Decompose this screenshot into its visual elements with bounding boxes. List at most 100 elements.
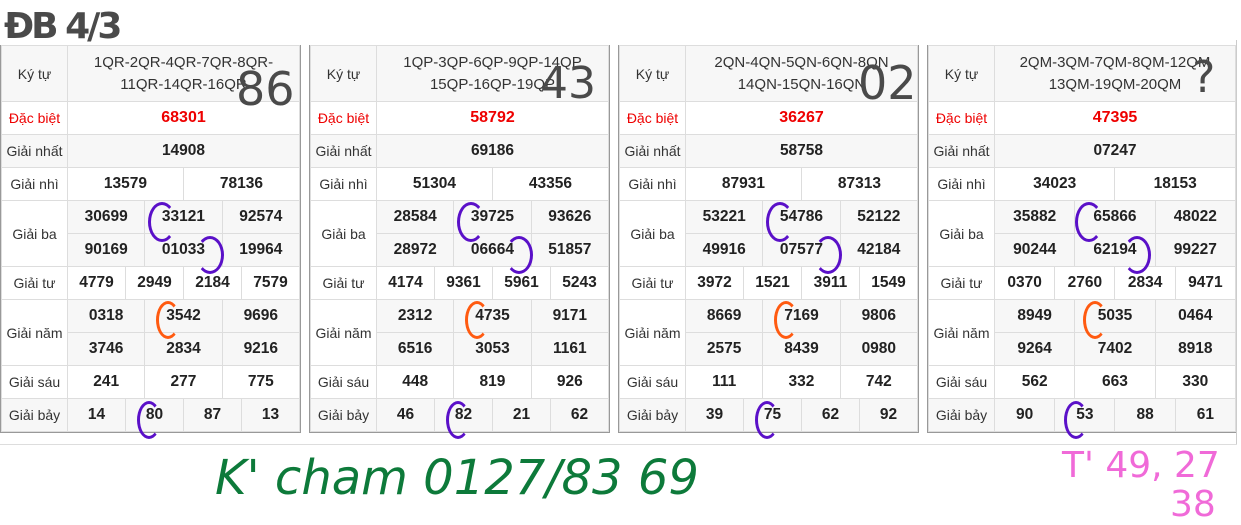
seventh-prize: 14 — [67, 398, 126, 432]
ky-tu-line: 13QM-19QM-20QM — [1048, 75, 1182, 93]
label-ky-tu: Ký tự — [1, 45, 68, 102]
ky-tu-line: 2QN-4QN-5QN-6QN-8QN — [714, 53, 889, 71]
fourth-prize: 7579 — [240, 266, 301, 300]
third-prize: 06664 — [453, 233, 532, 267]
first-prize: 07247 — [994, 134, 1236, 168]
third-prize: 52122 — [839, 200, 919, 234]
label-giai-sau: Giải sáu — [310, 365, 377, 399]
sixth-prize: 241 — [66, 365, 146, 399]
fifth-prize: 6516 — [375, 332, 455, 366]
sixth-prize: 562 — [993, 365, 1076, 399]
ky-tu-line: 11QR-14QR-16QR — [120, 75, 247, 93]
result-panel: Ký tự 1QR-2QR-4QR-7QR-8QR- 11QR-14QR-16QR Đ… — [0, 45, 301, 433]
fifth-prize: 5035 — [1074, 299, 1156, 333]
fourth-prize: 5243 — [549, 266, 610, 300]
fourth-prize: 3911 — [800, 266, 860, 300]
third-prize: 90169 — [66, 233, 146, 267]
divider — [1236, 40, 1237, 445]
label-giai-ba: Giải ba — [619, 200, 686, 267]
second-prize: 43356 — [491, 167, 610, 201]
annotation-bottom-right-2: 38 — [1170, 484, 1216, 525]
second-prize: 18153 — [1114, 167, 1236, 201]
label-dac-biet: Đặc biệt — [928, 101, 995, 135]
label-giai-tu: Giải tư — [928, 266, 995, 300]
fourth-prize: 9471 — [1174, 266, 1237, 300]
second-prize: 87931 — [685, 167, 802, 201]
second-prize: 87313 — [800, 167, 919, 201]
third-prize: 19964 — [221, 233, 301, 267]
second-prize: 13579 — [67, 167, 184, 201]
fifth-prize: 9806 — [839, 299, 919, 333]
label-giai-nhat: Giải nhất — [928, 134, 995, 168]
third-prize: 51857 — [530, 233, 610, 267]
sixth-prize: 111 — [684, 365, 764, 399]
sixth-prize: 742 — [839, 365, 919, 399]
third-prize: 35882 — [993, 200, 1076, 234]
annotation-bottom-left: K' cham 0127/83 69 — [215, 450, 699, 506]
third-prize: 93626 — [530, 200, 610, 234]
label-dac-biet: Đặc biệt — [1, 101, 68, 135]
third-prize: 01033 — [144, 233, 223, 267]
label-giai-ba: Giải ba — [310, 200, 377, 267]
first-prize: 14908 — [67, 134, 300, 168]
seventh-prize: 61 — [1174, 398, 1237, 432]
label-giai-sau: Giải sáu — [928, 365, 995, 399]
fifth-prize: 9264 — [993, 332, 1076, 366]
seventh-prize: 62 — [549, 398, 610, 432]
label-giai-nam: Giải năm — [1, 299, 68, 366]
fifth-prize: 2575 — [684, 332, 764, 366]
seventh-prize: 92 — [858, 398, 919, 432]
special-prize: 47395 — [994, 101, 1236, 135]
third-prize: 49916 — [684, 233, 764, 267]
fifth-prize: 8439 — [762, 332, 841, 366]
fifth-prize: 2312 — [375, 299, 455, 333]
third-prize: 65866 — [1074, 200, 1156, 234]
label-giai-nhi: Giải nhì — [619, 167, 686, 201]
fourth-prize: 1521 — [742, 266, 802, 300]
special-prize: 36267 — [685, 101, 918, 135]
seventh-prize: 87 — [182, 398, 242, 432]
fifth-prize: 9171 — [530, 299, 610, 333]
fourth-prize: 0370 — [993, 266, 1056, 300]
label-giai-tu: Giải tư — [310, 266, 377, 300]
fifth-prize: 0980 — [839, 332, 919, 366]
fifth-prize: 0318 — [66, 299, 146, 333]
second-prize: 51304 — [376, 167, 493, 201]
first-prize: 58758 — [685, 134, 918, 168]
label-giai-nhat: Giải nhất — [619, 134, 686, 168]
second-prize: 34023 — [993, 167, 1116, 201]
ky-tu-line: 1QR-2QR-4QR-7QR-8QR- — [93, 53, 274, 71]
annotation-title: ĐB 4/3 — [4, 6, 122, 47]
fifth-prize: 7169 — [762, 299, 841, 333]
ky-tu-codes: 2QM-3QM-7QM-8QM-12QM 13QM-19QM-20QM — [994, 45, 1236, 102]
label-ky-tu: Ký tự — [928, 45, 995, 102]
label-giai-sau: Giải sáu — [619, 365, 686, 399]
ky-tu-line: 2QM-3QM-7QM-8QM-12QM — [1019, 53, 1211, 71]
result-panel: Ký tự 1QP-3QP-6QP-9QP-14QP 15QP-16QP-19QP Đ… — [309, 45, 610, 433]
label-giai-nam: Giải năm — [619, 299, 686, 366]
ky-tu-codes: 1QP-3QP-6QP-9QP-14QP 15QP-16QP-19QP — [376, 45, 609, 102]
annotation-bottom-right-1: T' 49, 27 — [1062, 445, 1220, 486]
third-prize: 39725 — [453, 200, 532, 234]
fifth-prize: 0464 — [1154, 299, 1237, 333]
third-prize: 33121 — [144, 200, 223, 234]
fourth-prize: 1549 — [858, 266, 919, 300]
special-prize: 58792 — [376, 101, 609, 135]
label-giai-bay: Giải bảy — [928, 398, 995, 432]
label-giai-nhat: Giải nhất — [1, 134, 68, 168]
third-prize: 07577 — [762, 233, 841, 267]
fifth-prize: 3746 — [66, 332, 146, 366]
seventh-prize: 62 — [800, 398, 860, 432]
sixth-prize: 330 — [1154, 365, 1237, 399]
seventh-prize: 88 — [1114, 398, 1176, 432]
label-giai-nam: Giải năm — [310, 299, 377, 366]
sixth-prize: 663 — [1074, 365, 1156, 399]
label-giai-bay: Giải bảy — [1, 398, 68, 432]
label-giai-nhat: Giải nhất — [310, 134, 377, 168]
third-prize: 48022 — [1154, 200, 1237, 234]
first-prize: 69186 — [376, 134, 609, 168]
seventh-prize: 39 — [685, 398, 744, 432]
fifth-prize: 9696 — [221, 299, 301, 333]
ky-tu-line: 15QP-16QP-19QP — [429, 75, 556, 93]
ky-tu-codes: 1QR-2QR-4QR-7QR-8QR- 11QR-14QR-16QR — [67, 45, 300, 102]
